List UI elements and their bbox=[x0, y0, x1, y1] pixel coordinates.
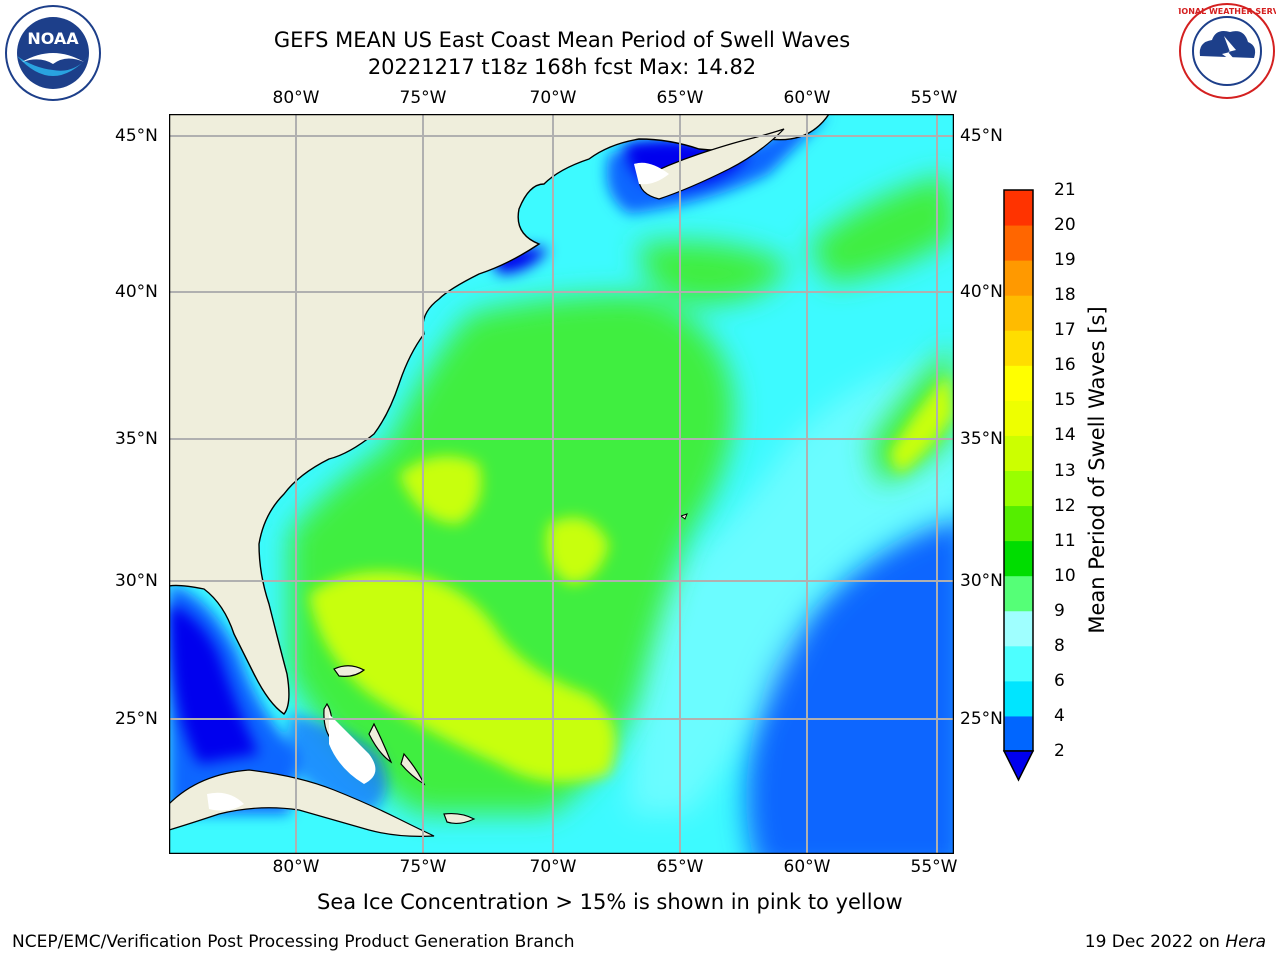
colorbar-tick-label: 13 bbox=[1054, 460, 1076, 481]
colorbar-bin bbox=[1004, 365, 1033, 401]
colorbar-bin bbox=[1004, 575, 1033, 612]
colorbar-tick-label: 18 bbox=[1054, 285, 1076, 306]
colorbar-bin bbox=[1004, 260, 1033, 296]
lat-label-left: 30°N bbox=[115, 571, 158, 591]
colorbar-tick-label: 21 bbox=[1054, 180, 1076, 200]
colorbar-tick-label: 11 bbox=[1054, 530, 1076, 551]
lon-label-bottom: 65°W bbox=[656, 857, 704, 877]
map-title: GEFS MEAN US East Coast Mean Period of S… bbox=[273, 28, 851, 52]
map-border bbox=[169, 114, 954, 854]
colorbar-bin bbox=[1004, 505, 1033, 542]
colorbar-tick-label: 4 bbox=[1054, 705, 1065, 726]
colorbar-bin bbox=[1004, 225, 1033, 261]
lon-label-bottom: 75°W bbox=[399, 857, 447, 877]
colorbar-label: Mean Period of Swell Waves [s] bbox=[1085, 306, 1109, 634]
colorbar-tick-label: 6 bbox=[1054, 670, 1065, 691]
noaa-logo: NOAA bbox=[5, 5, 101, 101]
lon-label-top: 75°W bbox=[399, 88, 447, 108]
colorbar-tick-label: 10 bbox=[1054, 565, 1076, 586]
colorbar-bin bbox=[1004, 190, 1033, 226]
lon-label-top: 55°W bbox=[910, 88, 958, 108]
lat-label-left: 45°N bbox=[115, 126, 158, 146]
map-subtitle: 20221217 t18z 168h fcst Max: 14.82 bbox=[367, 55, 757, 79]
colorbar-bin bbox=[1004, 645, 1033, 682]
nws-logo-text: NATIONAL WEATHER SERVICE bbox=[1178, 7, 1276, 16]
graticule bbox=[169, 114, 954, 854]
colorbar-tick-label: 15 bbox=[1054, 390, 1076, 411]
land-cuba bbox=[169, 769, 435, 837]
lat-label-right: 35°N bbox=[960, 429, 1003, 449]
lat-label-left: 35°N bbox=[115, 429, 158, 449]
footer-host: Hera bbox=[1225, 932, 1266, 952]
lat-label-right: 25°N bbox=[960, 709, 1003, 729]
colorbar-tick-label: 20 bbox=[1054, 215, 1076, 236]
colorbar-tick-label: 14 bbox=[1054, 425, 1076, 446]
lat-label-left: 25°N bbox=[115, 709, 158, 729]
land-nova-scotia bbox=[638, 128, 785, 200]
lon-label-bottom: 60°W bbox=[783, 857, 831, 877]
sea-ice-note: Sea Ice Concentration > 15% is shown in … bbox=[317, 890, 903, 914]
footer-credit: NCEP/EMC/Verification Post Processing Pr… bbox=[12, 932, 575, 952]
colorbar-tick-label: 2 bbox=[1054, 741, 1065, 761]
colorbar-bin bbox=[1004, 610, 1033, 647]
footer-date: 19 Dec 2022 on Hera bbox=[1085, 932, 1266, 952]
nws-logo: NATIONAL WEATHER SERVICE bbox=[1178, 3, 1276, 99]
colorbar-bin bbox=[1004, 715, 1033, 752]
colorbar-tick-label: 19 bbox=[1054, 250, 1076, 271]
lat-label-right: 40°N bbox=[960, 282, 1003, 302]
colorbar-tick-label: 17 bbox=[1054, 320, 1076, 341]
colorbar-tick-label: 12 bbox=[1054, 495, 1076, 516]
lon-label-bottom: 70°W bbox=[529, 857, 577, 877]
colorbar-bin bbox=[1004, 330, 1033, 366]
lon-label-top: 65°W bbox=[656, 88, 704, 108]
footer-date-text: 19 Dec 2022 on bbox=[1084, 932, 1220, 952]
colorbar-bin bbox=[1004, 400, 1033, 436]
colorbar-bin bbox=[1004, 680, 1033, 717]
land-bermuda bbox=[679, 513, 688, 520]
colorbar-bin bbox=[1004, 295, 1033, 331]
lat-label-left: 40°N bbox=[115, 282, 158, 302]
colorbar-tick-label: 8 bbox=[1054, 635, 1065, 656]
noaa-logo-text: NOAA bbox=[27, 29, 79, 48]
colorbar-tick-label: 16 bbox=[1054, 355, 1076, 376]
colorbar-bins bbox=[1004, 190, 1033, 752]
lat-label-right: 45°N bbox=[960, 126, 1003, 146]
lon-label-top: 60°W bbox=[783, 88, 831, 108]
swell-period-map[interactable] bbox=[169, 114, 954, 854]
colorbar-tick-label: 9 bbox=[1054, 600, 1065, 621]
colorbar-bin bbox=[1004, 470, 1033, 507]
colorbar-bin bbox=[1004, 540, 1033, 577]
lat-label-right: 30°N bbox=[960, 571, 1003, 591]
no-data-patches bbox=[207, 162, 669, 811]
colorbar-bin bbox=[1004, 435, 1033, 471]
colorbar-underflow-arrow bbox=[1002, 750, 1035, 782]
lon-label-bottom: 80°W bbox=[272, 857, 320, 877]
lon-label-bottom: 55°W bbox=[910, 857, 958, 877]
colorbar bbox=[1002, 189, 1035, 782]
lon-label-top: 70°W bbox=[529, 88, 577, 108]
lon-label-top: 80°W bbox=[272, 88, 320, 108]
land-north-america bbox=[169, 114, 830, 715]
